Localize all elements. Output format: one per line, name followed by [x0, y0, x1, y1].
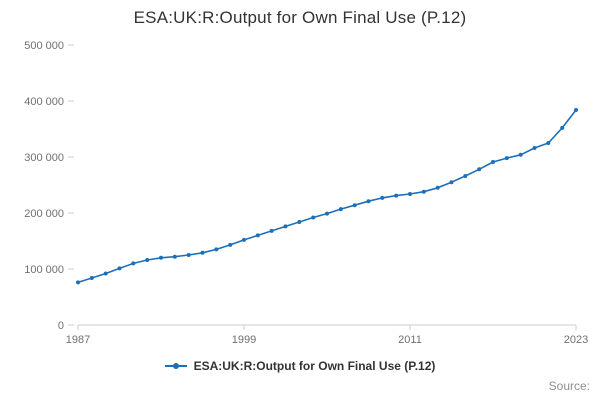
line-chart: 0 100 000 200 000 300 000 400 000 500 000 1987…	[24, 40, 588, 346]
svg-text:2023: 2023	[564, 334, 588, 346]
svg-text:2011: 2011	[398, 334, 422, 346]
svg-text:0: 0	[58, 320, 64, 332]
svg-text:1999: 1999	[232, 334, 256, 346]
svg-text:400 000: 400 000	[24, 96, 64, 108]
svg-text:300 000: 300 000	[24, 152, 64, 164]
source-label: Source:	[548, 379, 590, 393]
legend-item[interactable]: ESA:UK:R:Output for Own Final Use (P.12)	[0, 359, 600, 373]
legend-line-marker	[164, 363, 187, 369]
legend-dot-icon	[172, 363, 179, 369]
legend-label: ESA:UK:R:Output for Own Final Use (P.12)	[193, 359, 436, 373]
svg-text:200 000: 200 000	[24, 208, 64, 220]
svg-text:100 000: 100 000	[24, 264, 64, 276]
svg-text:1987: 1987	[66, 334, 90, 346]
chart-title: ESA:UK:R:Output for Own Final Use (P.12)	[133, 8, 467, 27]
svg-text:500 000: 500 000	[24, 40, 64, 52]
